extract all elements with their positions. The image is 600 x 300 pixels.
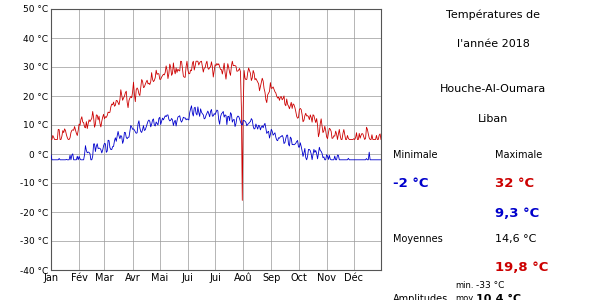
Text: l'année 2018: l'année 2018: [457, 39, 530, 49]
Text: 14,6 °C: 14,6 °C: [495, 234, 536, 244]
Text: Liban: Liban: [478, 114, 508, 124]
Text: Minimale: Minimale: [393, 150, 437, 160]
Text: Moyennes: Moyennes: [393, 234, 443, 244]
Text: 9,3 °C: 9,3 °C: [495, 207, 539, 220]
Text: min.: min.: [455, 280, 474, 290]
Text: Maximale: Maximale: [495, 150, 542, 160]
Text: -2 °C: -2 °C: [393, 177, 428, 190]
Text: moy: moy: [456, 294, 474, 300]
Text: Amplitudes: Amplitudes: [393, 294, 448, 300]
Text: 32 °C: 32 °C: [495, 177, 534, 190]
Text: 19,8 °C: 19,8 °C: [495, 261, 548, 274]
Text: Houche-Al-Oumara: Houche-Al-Oumara: [440, 84, 547, 94]
Text: 10,4 °C: 10,4 °C: [476, 294, 521, 300]
Text: -33 °C: -33 °C: [476, 280, 504, 290]
Text: Températures de: Températures de: [446, 9, 540, 20]
